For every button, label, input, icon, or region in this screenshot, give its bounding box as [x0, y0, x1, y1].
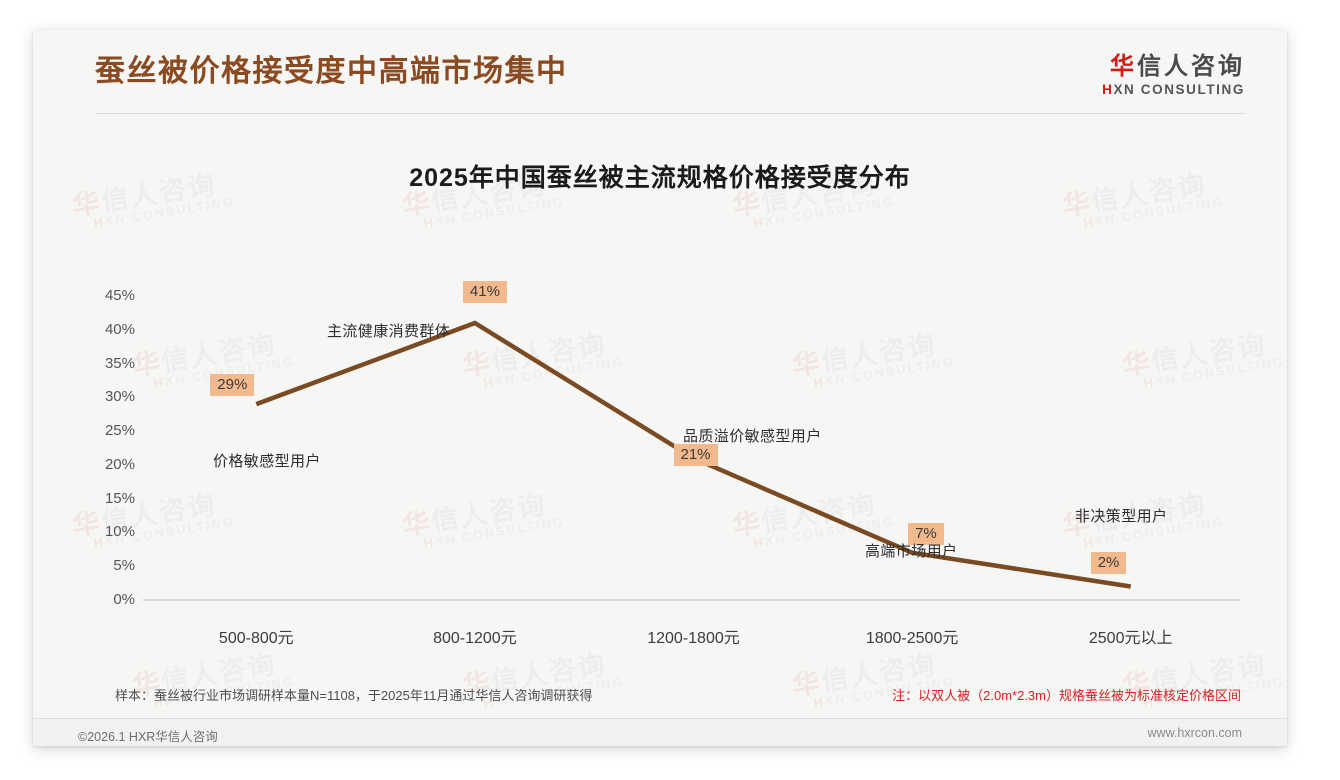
y-axis-tick-label: 15%: [104, 489, 135, 507]
slide-footer: ©2026.1 HXR华信人咨询 www.hxrcon.com: [33, 719, 1287, 746]
logo-chinese-rest: 信人咨询: [1137, 53, 1245, 80]
x-axis-tick-label: 2500元以上: [1088, 630, 1173, 647]
x-axis-tick-label: 1800-2500元: [865, 630, 959, 647]
slide-card: 华信人咨询 HXN CONSULTING 华信人咨询 HXN CONSULTING 华信…: [33, 30, 1287, 746]
sample-note: 样本：蚕丝被行业市场调研样本量N=1108，于2025年11月通过华信人咨询调研…: [115, 688, 593, 703]
brand-logo: 华信人咨询 HXN CONSULTING: [1102, 54, 1245, 97]
segment-annotation: 高端市场用户: [865, 543, 958, 560]
segment-annotation: 主流健康消费群体: [327, 323, 451, 340]
x-axis-tick-label: 500-800元: [218, 630, 294, 647]
data-point-label: 29%: [210, 374, 255, 397]
segment-annotation: 品质溢价敏感型用户: [683, 428, 822, 445]
segment-annotation: 非决策型用户: [1075, 508, 1168, 525]
logo-english: HXN CONSULTING: [1102, 82, 1245, 97]
chart-title: 2025年中国蚕丝被主流规格价格接受度分布: [409, 164, 911, 192]
y-axis-tick-label: 30%: [104, 388, 135, 406]
copyright-text: ©2026.1 HXR华信人咨询: [78, 730, 218, 744]
footer-divider: [33, 718, 1287, 719]
logo-chinese: 华信人咨询: [1102, 54, 1245, 79]
y-axis-tick-label: 10%: [104, 523, 135, 541]
notes-row: 样本：蚕丝被行业市场调研样本量N=1108，于2025年11月通过华信人咨询调研…: [95, 675, 1245, 719]
website-text: www.hxrcon.com: [1147, 726, 1242, 740]
logo-h-character: H: [1102, 82, 1114, 98]
logo-hua-character: 华: [1110, 53, 1137, 80]
x-axis-tick-label: 800-1200元: [433, 630, 517, 647]
y-axis-tick-label: 0%: [113, 591, 135, 608]
y-axis-tick-label: 35%: [104, 354, 135, 372]
slide-header: 蚕丝被价格接受度中高端市场集中 华信人咨询 HXN CONSULTING: [33, 30, 1287, 114]
header-divider: [95, 113, 1245, 114]
y-axis-tick-label: 5%: [113, 557, 135, 575]
data-point-label: 2%: [1090, 552, 1127, 575]
remark-note: 注：以双人被（2.0m*2.3m）规格蚕丝被为标准核定价格区间: [892, 688, 1241, 703]
y-axis-tick-label: 40%: [104, 320, 135, 338]
x-axis-tick-label: 1200-1800元: [647, 630, 740, 647]
y-axis-tick-label: 20%: [104, 455, 135, 473]
data-point-label: 21%: [673, 444, 718, 467]
segment-annotation: 价格敏感型用户: [213, 453, 321, 470]
y-axis-tick-label: 25%: [104, 422, 135, 440]
data-point-label: 41%: [462, 281, 507, 304]
logo-english-rest: XN CONSULTING: [1113, 82, 1245, 98]
line-chart: 0% 5% 10% 15% 20% 25% 30% 35% 40% 45% 500-800元 800-…: [95, 250, 1250, 670]
y-axis-tick-label: 45%: [104, 287, 135, 304]
data-point-label: 7%: [908, 522, 944, 545]
page-title: 蚕丝被价格接受度中高端市场集中: [95, 55, 568, 88]
